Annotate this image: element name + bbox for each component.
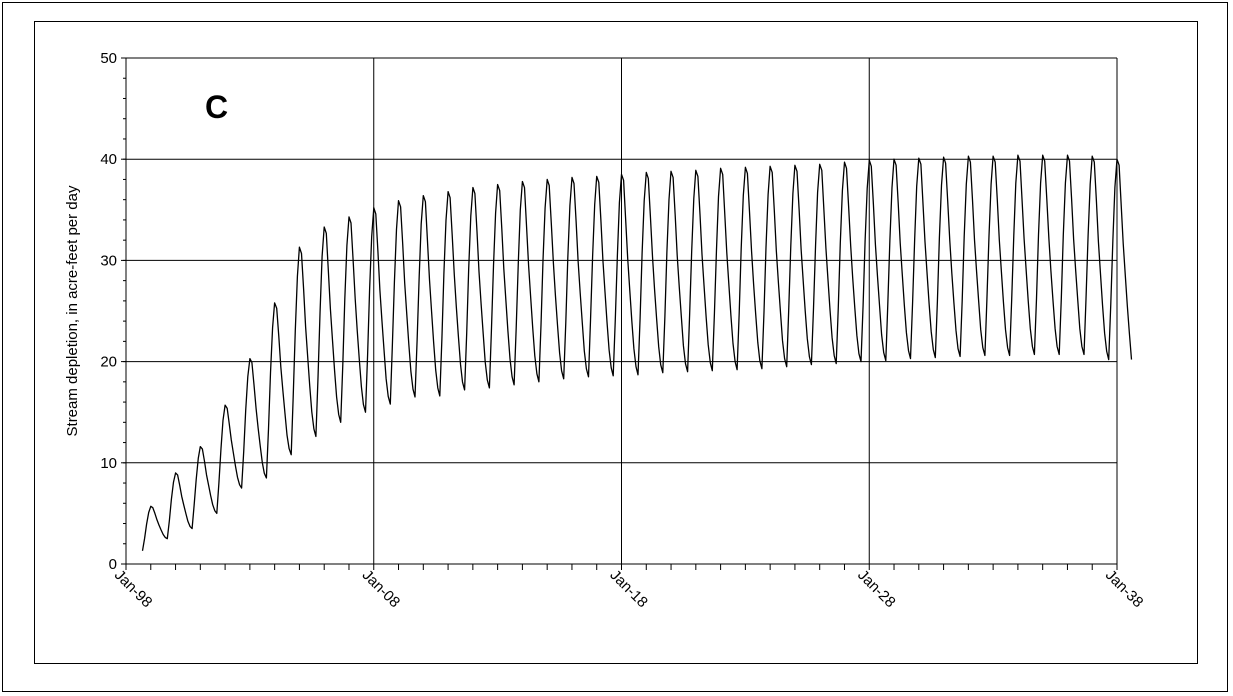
axes — [121, 57, 1118, 570]
y-tick-label: 40 — [100, 151, 117, 168]
gridlines — [126, 57, 1118, 564]
x-tick-label: Jan-18 — [606, 567, 650, 611]
y-axis-title: Stream depletion, in acre-feet per day — [64, 185, 81, 436]
panel-label: C — [205, 89, 228, 125]
y-tick-label: 0 — [109, 556, 117, 573]
x-tick-label: Jan-38 — [1102, 567, 1146, 611]
y-tick-label: 30 — [100, 252, 117, 269]
chart-border — [34, 21, 1198, 664]
y-tick-label: 20 — [100, 354, 117, 371]
y-tick-label: 50 — [100, 50, 117, 67]
stream-depletion-line — [141, 154, 1133, 551]
x-tick-label: Jan-28 — [854, 567, 898, 611]
x-tick-label: Jan-98 — [111, 567, 155, 611]
x-tick-label: Jan-08 — [359, 567, 403, 611]
y-tick-label: 10 — [100, 455, 117, 472]
tick-labels: 0 10 20 30 40 50 Jan-98 Jan-08 Jan-18 Jan-28 Jan-3… — [100, 50, 1146, 611]
